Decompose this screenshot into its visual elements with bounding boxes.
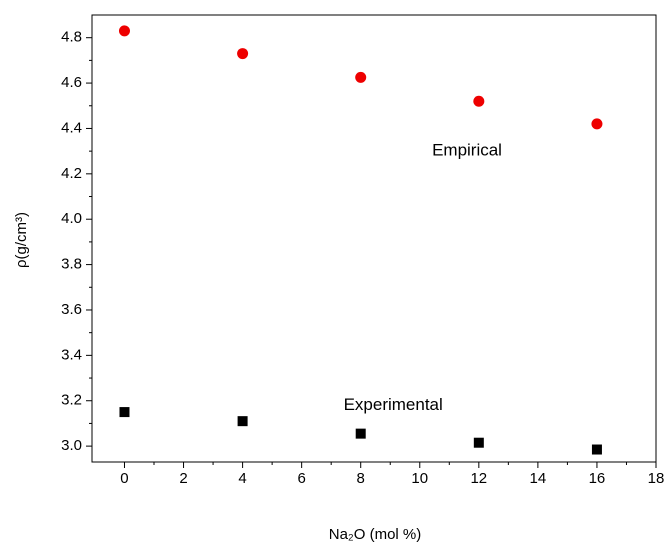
point bbox=[591, 444, 602, 455]
x-tick-label: 14 bbox=[530, 470, 547, 487]
y-tick-label: 3.0 bbox=[61, 437, 82, 454]
point bbox=[237, 416, 248, 427]
y-tick-label: 4.0 bbox=[61, 210, 82, 227]
y-axis-label: ρ(g/cm³) bbox=[13, 212, 30, 268]
point bbox=[355, 71, 367, 83]
x-tick-label: 8 bbox=[357, 470, 365, 487]
point bbox=[473, 437, 484, 448]
y-tick-label: 4.8 bbox=[61, 29, 82, 46]
x-tick-label: 0 bbox=[120, 470, 128, 487]
series-label: Experimental bbox=[344, 395, 443, 414]
point bbox=[591, 118, 603, 130]
x-tick-label: 18 bbox=[648, 470, 665, 487]
x-tick-label: 4 bbox=[238, 470, 246, 487]
point bbox=[118, 25, 130, 37]
x-tick-label: 2 bbox=[179, 470, 187, 487]
x-tick-label: 10 bbox=[411, 470, 428, 487]
point bbox=[237, 48, 249, 60]
point bbox=[355, 428, 366, 439]
series-label: Empirical bbox=[432, 141, 502, 160]
plot-frame bbox=[91, 14, 657, 463]
y-tick-label: 4.2 bbox=[61, 165, 82, 182]
y-tick-label: 3.8 bbox=[61, 256, 82, 273]
x-axis-label: Na₂O (mol %) bbox=[329, 526, 422, 543]
y-tick-label: 3.4 bbox=[61, 346, 82, 363]
x-tick-label: 6 bbox=[297, 470, 305, 487]
y-tick-label: 3.2 bbox=[61, 392, 82, 409]
x-tick-label: 12 bbox=[470, 470, 487, 487]
x-tick-label: 16 bbox=[589, 470, 606, 487]
y-tick-label: 4.4 bbox=[61, 119, 82, 136]
point bbox=[473, 95, 485, 107]
y-tick-label: 3.6 bbox=[61, 301, 82, 318]
y-tick-label: 4.6 bbox=[61, 74, 82, 91]
point bbox=[119, 407, 130, 418]
